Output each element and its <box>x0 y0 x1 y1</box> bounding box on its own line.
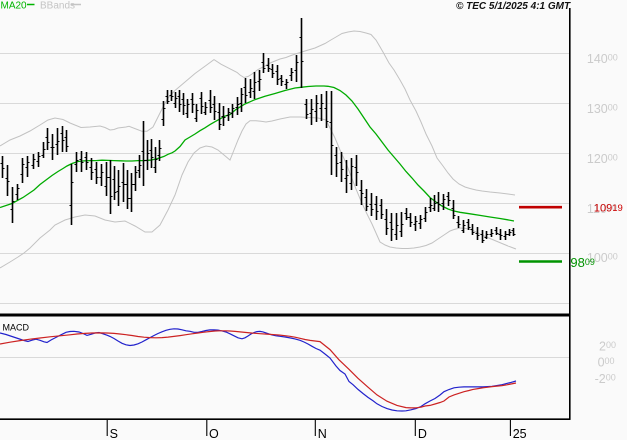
svg-text:12000: 12000 <box>587 152 618 166</box>
svg-text:-200: -200 <box>595 372 616 386</box>
svg-text:S: S <box>110 427 118 440</box>
svg-text:D: D <box>418 427 427 440</box>
svg-text:N: N <box>318 427 327 440</box>
svg-text:000: 000 <box>598 356 615 370</box>
svg-text:MA20: MA20 <box>1 1 28 12</box>
svg-text:11000: 11000 <box>587 202 617 216</box>
svg-text:© TEC 5/1/2025 4:1 GMT: © TEC 5/1/2025 4:1 GMT <box>456 1 571 12</box>
svg-text:200: 200 <box>599 339 616 353</box>
svg-text:25: 25 <box>513 427 527 440</box>
svg-text:BBands: BBands <box>40 1 75 12</box>
svg-text:14000: 14000 <box>587 52 618 66</box>
svg-text:O: O <box>209 427 219 440</box>
svg-text:10000: 10000 <box>587 251 618 265</box>
svg-text:13000: 13000 <box>587 102 618 116</box>
svg-text:9809: 9809 <box>570 255 594 270</box>
svg-text:MACD: MACD <box>3 322 30 332</box>
svg-text:10919: 10919 <box>594 203 623 215</box>
